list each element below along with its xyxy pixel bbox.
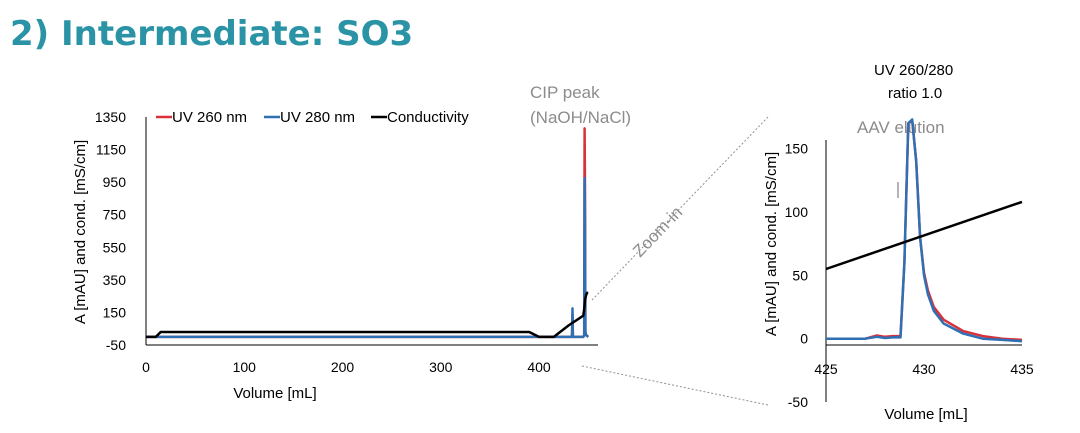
cip-peak-sublabel: (NaOH/NaCl) [530, 108, 631, 127]
zoom-x-axis-label: Volume [mL] [884, 406, 967, 423]
main-y-axis-label: A [mAU] and cond. [mS/cm] [72, 140, 89, 324]
main-x-ticks: 0 100 200 300 400 [142, 359, 551, 375]
main-y-ticks: -50 150 350 550 750 950 1150 1350 [95, 109, 126, 353]
zoom-chart-axes [825, 140, 1022, 402]
main-x-tick-label: 300 [429, 359, 453, 375]
zoom-y-tick-label: 100 [785, 204, 809, 220]
zoom-y-tick-label: -50 [788, 394, 808, 410]
legend-label-uv260: UV 260 nm [172, 109, 247, 126]
main-y-tick-label: 550 [103, 239, 127, 255]
main-x-tick-label: 200 [331, 359, 355, 375]
main-x-axis-label: Volume [mL] [233, 385, 316, 402]
zoom-y-axis-label: A [mAU] and cond. [mS/cm] [763, 152, 780, 336]
main-x-tick-label: 0 [142, 359, 150, 375]
zoom-y-tick-label: 0 [800, 331, 808, 347]
main-series-group [146, 127, 590, 339]
main-y-tick-label: 350 [103, 272, 127, 288]
legend-label-conductivity: Conductivity [387, 109, 469, 126]
main-y-tick-label: 950 [103, 174, 127, 190]
zoom-connector-top [591, 116, 769, 301]
zoom-series-uv-260-nm [826, 119, 1023, 342]
aav-elution-label: AAV elution [857, 118, 945, 137]
zoom-y-tick-label: 50 [792, 267, 808, 283]
main-y-tick-label: 1150 [96, 142, 126, 158]
main-y-tick-label: -50 [106, 337, 126, 353]
main-y-tick-label: 150 [103, 304, 127, 320]
cip-peak-label: CIP peak [530, 83, 600, 102]
main-series-conductivity [146, 291, 589, 339]
zoom-series-uv-280-nm [826, 118, 1023, 343]
main-y-tick-label: 750 [103, 207, 127, 223]
zoom-x-tick-label: 435 [1010, 361, 1034, 377]
main-series-uv-280-nm [146, 176, 590, 339]
main-chart-axes [145, 117, 598, 346]
zoom-y-tick-label: 150 [785, 141, 809, 157]
zoom-series-conductivity [825, 200, 1023, 271]
zoom-x-tick-label: 425 [814, 361, 838, 377]
main-y-tick-label: 1350 [95, 109, 126, 125]
ratio-value-label: ratio 1.0 [888, 85, 942, 102]
zoom-in-label: Zoom-in [629, 203, 686, 261]
main-x-tick-label: 400 [527, 359, 551, 375]
zoom-series-group [825, 118, 1023, 343]
zoom-x-ticks: 425 430 435 [814, 361, 1034, 377]
zoom-y-ticks: -50 0 50 100 150 [785, 141, 809, 410]
slide-title: 2) Intermediate: SO3 [10, 14, 414, 54]
zoom-x-tick-label: 430 [912, 361, 936, 377]
ratio-label: UV 260/280 [874, 62, 953, 79]
main-series-uv-260-nm [146, 127, 590, 339]
zoom-connector-bottom [581, 365, 769, 406]
main-x-tick-label: 100 [233, 359, 257, 375]
legend: UV 260 nm UV 280 nm Conductivity [156, 109, 469, 126]
legend-label-uv280: UV 280 nm [280, 109, 355, 126]
